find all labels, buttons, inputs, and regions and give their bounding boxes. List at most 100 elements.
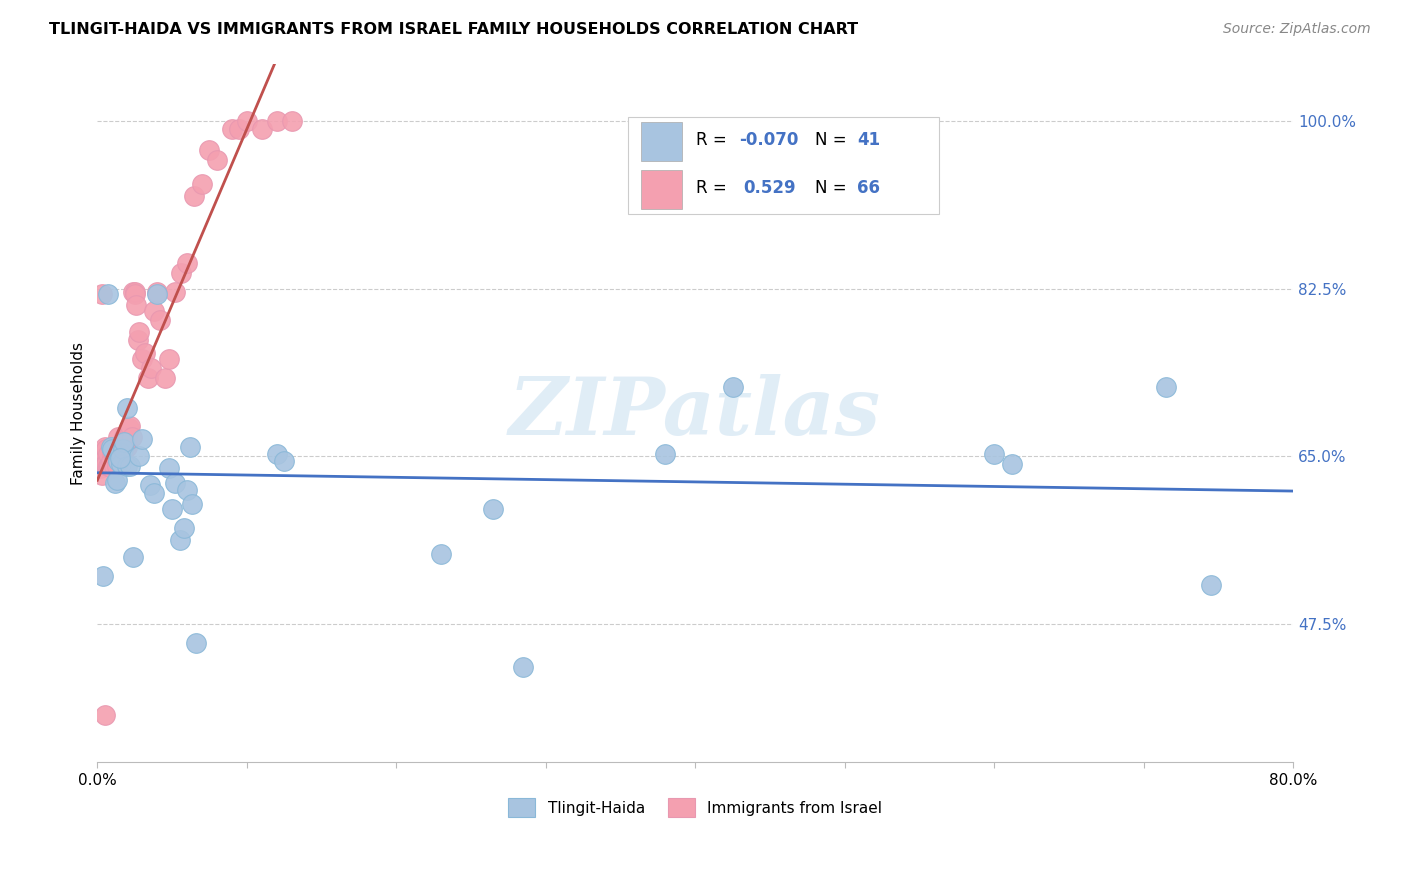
Point bbox=[121, 430, 143, 444]
Point bbox=[104, 440, 127, 454]
Point bbox=[120, 418, 142, 433]
Point bbox=[105, 458, 128, 473]
Point bbox=[105, 447, 128, 461]
Point bbox=[118, 420, 141, 434]
Point bbox=[983, 447, 1005, 461]
Point bbox=[111, 442, 134, 456]
Point bbox=[115, 401, 138, 416]
Point bbox=[183, 189, 205, 203]
Point bbox=[110, 440, 132, 454]
Point bbox=[170, 266, 193, 280]
Point bbox=[180, 497, 202, 511]
Point bbox=[149, 313, 172, 327]
Text: -0.070: -0.070 bbox=[740, 131, 799, 149]
Text: R =: R = bbox=[696, 179, 737, 197]
Text: Source: ZipAtlas.com: Source: ZipAtlas.com bbox=[1223, 22, 1371, 37]
Point bbox=[103, 458, 125, 473]
Point bbox=[87, 458, 110, 473]
Text: 66: 66 bbox=[856, 179, 880, 197]
Point bbox=[169, 533, 191, 548]
Legend: Tlingit-Haida, Immigrants from Israel: Tlingit-Haida, Immigrants from Israel bbox=[501, 790, 890, 824]
Point bbox=[90, 468, 112, 483]
Point bbox=[103, 450, 125, 464]
Point bbox=[512, 659, 534, 673]
Point bbox=[125, 298, 148, 312]
Point bbox=[107, 430, 129, 444]
Point bbox=[108, 440, 131, 454]
Point bbox=[115, 440, 138, 454]
Point bbox=[101, 444, 124, 458]
Point bbox=[250, 122, 273, 136]
Point bbox=[146, 285, 169, 299]
Point bbox=[120, 458, 142, 473]
Text: 0.529: 0.529 bbox=[744, 179, 796, 197]
Point bbox=[228, 122, 250, 136]
Point bbox=[266, 447, 288, 461]
Point bbox=[101, 442, 124, 456]
Point bbox=[1154, 380, 1177, 394]
Point bbox=[110, 444, 132, 458]
Point bbox=[100, 454, 122, 468]
Point bbox=[94, 440, 117, 454]
Point bbox=[127, 333, 149, 347]
Point bbox=[90, 286, 112, 301]
Point bbox=[112, 434, 135, 449]
Point bbox=[146, 286, 169, 301]
Point bbox=[124, 286, 146, 301]
Point bbox=[111, 434, 134, 449]
Point bbox=[143, 485, 166, 500]
Point bbox=[112, 430, 135, 444]
Point bbox=[198, 143, 221, 157]
Point bbox=[91, 451, 114, 466]
Point bbox=[104, 450, 127, 464]
Text: N =: N = bbox=[815, 179, 852, 197]
Point bbox=[98, 458, 121, 473]
Point bbox=[482, 502, 505, 516]
Point bbox=[96, 442, 118, 456]
Point bbox=[138, 478, 160, 492]
Point bbox=[721, 380, 744, 394]
Point bbox=[160, 502, 183, 516]
Point bbox=[173, 521, 195, 535]
Point bbox=[184, 636, 207, 650]
Point bbox=[430, 547, 453, 561]
Point bbox=[97, 447, 120, 461]
Point bbox=[110, 457, 132, 471]
Point bbox=[128, 450, 150, 464]
Text: R =: R = bbox=[696, 131, 731, 149]
Point bbox=[94, 457, 117, 471]
Point bbox=[101, 460, 124, 475]
Point bbox=[94, 707, 117, 722]
Text: ZIPatlas: ZIPatlas bbox=[509, 375, 882, 452]
Point bbox=[1199, 578, 1222, 592]
Point bbox=[280, 114, 302, 128]
Point bbox=[157, 460, 180, 475]
Point bbox=[108, 451, 131, 466]
Point bbox=[143, 304, 166, 318]
Point bbox=[131, 432, 153, 446]
Point bbox=[108, 444, 131, 458]
Point bbox=[128, 325, 150, 339]
Point bbox=[136, 371, 159, 385]
Point bbox=[176, 483, 198, 497]
Point bbox=[107, 440, 129, 454]
Point bbox=[131, 351, 153, 366]
Point bbox=[100, 440, 122, 454]
Point bbox=[165, 476, 187, 491]
Point bbox=[273, 454, 295, 468]
Point bbox=[115, 458, 138, 473]
Point bbox=[176, 256, 198, 270]
Point bbox=[105, 473, 128, 487]
Point bbox=[654, 447, 676, 461]
Point bbox=[221, 122, 243, 136]
Point bbox=[96, 457, 118, 471]
Point bbox=[122, 549, 145, 564]
Point bbox=[104, 476, 127, 491]
Point bbox=[179, 440, 201, 454]
Point bbox=[236, 114, 259, 128]
Point bbox=[112, 442, 135, 456]
Point bbox=[191, 177, 214, 191]
Point bbox=[165, 285, 187, 299]
Y-axis label: Family Households: Family Households bbox=[72, 342, 86, 484]
Point bbox=[90, 450, 112, 464]
